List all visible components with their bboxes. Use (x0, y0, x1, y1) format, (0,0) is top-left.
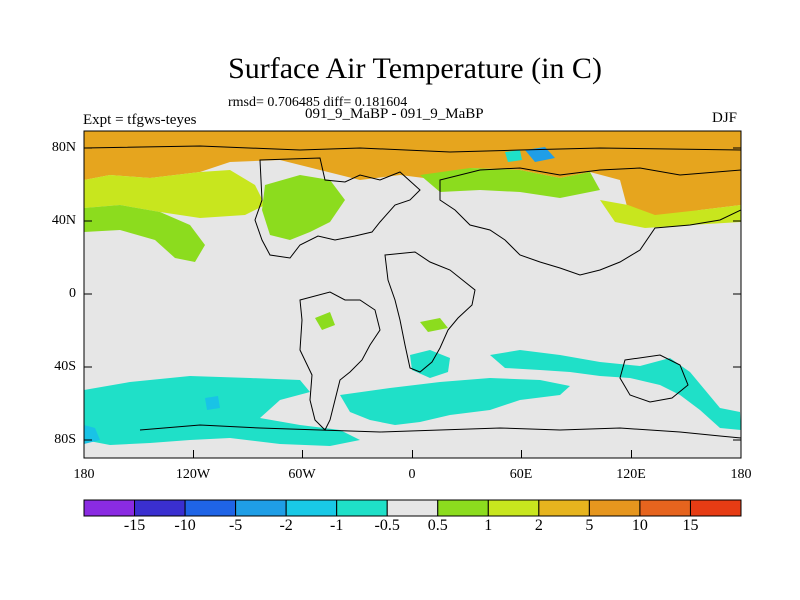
cyan-band-south-atlantic (340, 378, 570, 425)
colorbar-swatch (184, 499, 237, 517)
colorbar (83, 499, 742, 517)
blue-patch (205, 396, 220, 410)
colorbar-label: -10 (174, 517, 196, 534)
colorbar-label: 0.5 (427, 517, 448, 534)
coastline-antarctica (139, 424, 741, 439)
colorbar-label: -2 (279, 517, 293, 534)
lat-tick-label: 80S (54, 432, 76, 447)
colorbar-label: -0.5 (374, 517, 400, 534)
lon-tick-label: 120W (175, 467, 211, 482)
season-label: DJF (712, 110, 738, 126)
cyan-band-indian-ocean (490, 350, 741, 430)
green-eurasia (420, 168, 600, 198)
temperature-field (84, 131, 741, 458)
blue-patch (84, 425, 100, 444)
colorbar-swatch (437, 499, 489, 517)
experiment-label: Expt = tfgws-teyes (83, 112, 197, 128)
coastline-africa (384, 251, 476, 373)
lon-tick-label: 0 (408, 467, 416, 482)
colorbar-swatch (134, 499, 186, 517)
green-patch (420, 318, 448, 332)
lat-tick-label: 0 (69, 286, 76, 301)
lat-tick-label: 80N (51, 140, 76, 155)
colorbar-label: -5 (228, 517, 243, 534)
coastline-eurasia (439, 167, 741, 276)
subtitle: 091_9_MaBP - 091_9_MaBP (305, 106, 484, 122)
stats-text: rmsd= 0.706485 diff= 0.181604 (228, 95, 408, 110)
colorbar-label: 2 (534, 517, 543, 534)
coastline-south-america (299, 291, 381, 431)
axis-ticks (84, 147, 741, 458)
coastlines (84, 145, 741, 439)
lon-tick-label: 120E (616, 467, 646, 482)
colorbar-swatch (487, 499, 540, 517)
colorbar-label: 1 (484, 517, 493, 534)
green-plume-west (84, 205, 205, 262)
map-title: Surface Air Temperature (in C) (228, 52, 602, 85)
green-patch (315, 312, 335, 330)
colorbar-swatch (639, 499, 691, 517)
colorbar-label: 5 (585, 517, 594, 534)
warm-band-north (84, 131, 741, 218)
lat-tick-label: 40S (54, 359, 76, 374)
lon-tick-label: 60W (288, 467, 316, 482)
colorbar-swatch (83, 499, 136, 517)
coastline-north-america (254, 157, 421, 259)
lon-tick-label: 180 (730, 467, 752, 482)
colorbar-swatch (689, 499, 742, 517)
yellow-green-east (600, 200, 741, 228)
colorbar-swatch (386, 499, 439, 517)
yellow-green-belt (84, 170, 265, 218)
lon-tick-label: 60E (509, 467, 533, 482)
cyan-spot (505, 150, 522, 162)
colorbar-swatch (235, 499, 287, 517)
colorbar-label: 15 (682, 517, 699, 534)
colorbar-swatch (588, 499, 641, 517)
colorbar-label: -1 (330, 517, 344, 534)
lon-tick-label: 180 (73, 467, 95, 482)
coastline-arctic (84, 145, 741, 153)
colorbar-label: -15 (123, 517, 146, 534)
colorbar-swatch (538, 499, 590, 517)
colorbar-swatch (336, 499, 388, 517)
colorbar-label: 10 (631, 517, 648, 534)
green-north-america (262, 175, 345, 240)
coastline-australia (619, 354, 689, 403)
blue-spot (525, 147, 555, 162)
lat-tick-label: 40N (51, 213, 76, 228)
colorbar-swatch (285, 499, 338, 517)
